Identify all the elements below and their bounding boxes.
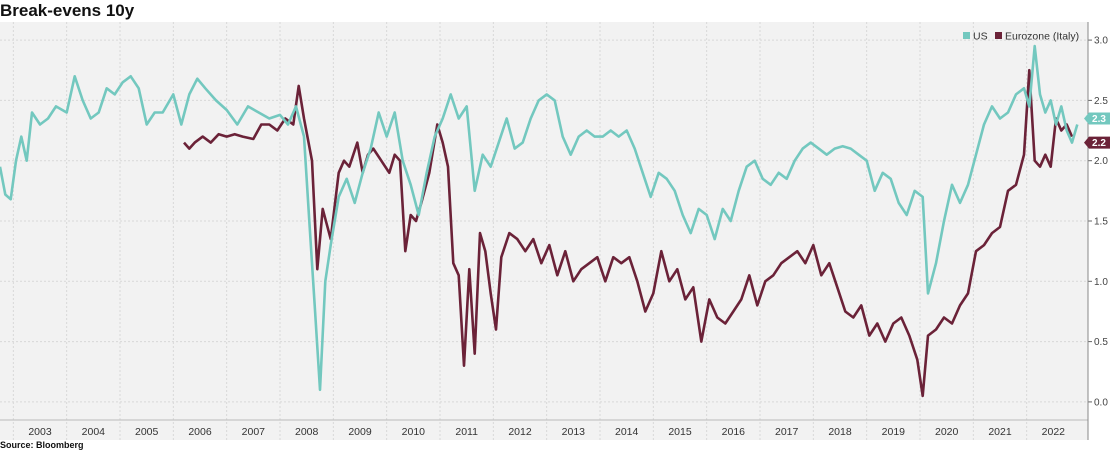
end-labels: 2.3 2.2 [1084,112,1110,149]
y-tick-label: 2.0 [1094,156,1108,167]
x-tick-label: 2015 [668,426,692,438]
x-tick-label: 2007 [242,426,266,438]
x-tick-label: 2011 [455,426,478,438]
x-tick-label: 2013 [562,426,586,438]
y-tick-label: 1.5 [1094,217,1108,228]
legend-swatch [963,32,970,39]
chart-title: Break-evens 10y [0,1,135,20]
y-axis: 0.0 0.5 1.0 1.5 2.0 2.5 3.0 [1087,22,1108,440]
legend-label: US [973,31,988,43]
end-value-label: 2.3 [1092,114,1106,125]
x-tick-label: 2009 [348,426,372,438]
source-note: Source: Bloomberg [0,440,84,450]
x-tick-label: 2014 [615,426,639,438]
x-tick-label: 2004 [82,426,106,438]
x-tick-label: 2008 [295,426,319,438]
x-tick-label: 2016 [722,426,746,438]
end-value-tag: 2.2 [1084,136,1110,149]
end-value-tag: 2.3 [1084,112,1110,125]
x-tick-label: 2022 [1042,426,1066,438]
x-tick-label: 2017 [775,426,799,438]
x-tick-label: 2019 [882,426,906,438]
y-tick-label: 1.0 [1094,277,1108,288]
series-line-us [0,44,1079,392]
plot-area [0,22,1088,440]
legend: US Eurozone (Italy) [963,31,1079,43]
x-tick-label: 2021 [988,426,1012,438]
series-lines [0,44,1079,398]
x-tick-label: 2006 [188,426,212,438]
y-tick-label: 3.0 [1094,36,1108,47]
series-line-eurozone-italy [183,68,1074,398]
x-tick-label: 2018 [828,426,852,438]
end-value-tag-bg [1084,136,1110,149]
end-value-label: 2.2 [1092,138,1106,149]
end-value-tag-bg [1084,112,1110,125]
y-tick-label: 0.5 [1094,337,1108,348]
x-tick-label: 2020 [935,426,959,438]
y-tick-label: 0.0 [1094,397,1108,408]
grid-lines [0,22,1088,440]
x-tick-label: 2003 [28,426,52,438]
x-axis: 2003 2004 2005 2006 2007 2008 2009 2010 2011 2012… [0,419,1088,438]
legend-swatch [995,32,1002,39]
x-tick-label: 2005 [135,426,159,438]
legend-label: Eurozone (Italy) [1005,31,1079,43]
x-tick-label: 2010 [402,426,426,438]
x-tick-label: 2012 [508,426,532,438]
y-tick-label: 2.5 [1094,96,1108,107]
